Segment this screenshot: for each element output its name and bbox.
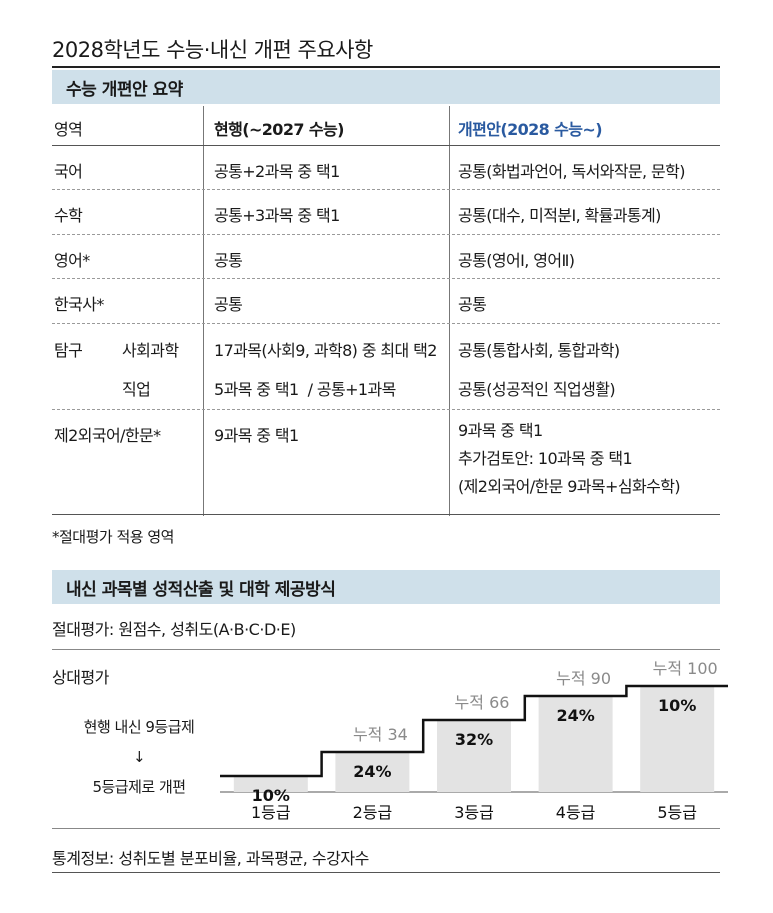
- value-label: 10%: [252, 786, 290, 805]
- table-row-korean-history: 한국사* 공통 공통: [52, 279, 720, 324]
- grade-conversion-note: 현행 내신 9등급제 ↓ 5등급제로 개편: [64, 712, 214, 802]
- table-row-inquiry-social: 탐구 사회과학 17과목(사회9, 과학8) 중 최대 택2 공통(통합사회, …: [52, 324, 720, 366]
- category-label: 5등급: [657, 803, 697, 822]
- cumulative-step-line: [220, 684, 728, 778]
- current-vocational: 5과목 중 택1 / 공통+1과목: [214, 380, 396, 399]
- table-row-english: 영어* 공통 공통(영어Ⅰ, 영어Ⅱ): [52, 235, 720, 279]
- bar-1: [233, 776, 308, 792]
- table-header-row: 영역 현행(~2027 수능) 개편안(2028 수능~): [52, 106, 720, 146]
- table-row-foreign-language: 제2외국어/한문* 9과목 중 택1 9과목 중 택1 추가검토안: 10과목 …: [52, 410, 720, 515]
- column-divider: [203, 106, 204, 516]
- header-reform: 개편안(2028 수능~): [458, 120, 603, 139]
- current-social-science: 17과목(사회9, 과학8) 중 최대 택2: [214, 341, 437, 360]
- current-english: 공통: [214, 251, 243, 270]
- reform-math: 공통(대수, 미적분Ⅰ, 확률과통계): [458, 206, 661, 225]
- reform-english: 공통(영어Ⅰ, 영어Ⅱ): [458, 251, 575, 270]
- conversion-to: 5등급제로 개편: [92, 778, 186, 796]
- bar-2: [335, 752, 410, 792]
- category-label: 3등급: [454, 803, 494, 822]
- area-inquiry: 탐구: [54, 341, 83, 360]
- divider: [52, 828, 720, 829]
- value-label: 24%: [556, 706, 594, 725]
- area-foreign-language: 제2외국어/한문*: [54, 426, 161, 445]
- section-heading-naesin: 내신 과목별 성적산출 및 대학 제공방식: [52, 570, 720, 604]
- page-title: 2028학년도 수능·내신 개편 주요사항: [52, 38, 373, 62]
- current-foreign-language: 9과목 중 택1: [214, 426, 299, 445]
- area-korean-history: 한국사*: [54, 295, 104, 314]
- current-korean-history: 공통: [214, 295, 243, 314]
- arrow-down-icon: ↓: [132, 748, 146, 766]
- value-label: 10%: [658, 696, 696, 715]
- cumulative-label: 누적 100: [653, 659, 718, 678]
- reform-korean: 공통(화법과언어, 독서와작문, 문학): [458, 162, 686, 181]
- cumulative-label: 누적 34: [353, 725, 408, 744]
- reform-vocational: 공통(성공적인 직업생활): [458, 380, 616, 399]
- area-social-science: 사회과학: [122, 341, 179, 360]
- absolute-evaluation: 절대평가: 원점수, 성취도(A·B·C·D·E): [52, 620, 296, 639]
- current-math: 공통+3과목 중 택1: [214, 206, 340, 225]
- category-label: 4등급: [556, 803, 596, 822]
- value-label: 32%: [455, 730, 493, 749]
- divider: [52, 649, 720, 650]
- header-current: 현행(~2027 수능): [214, 120, 344, 139]
- category-label: 1등급: [251, 803, 291, 822]
- current-korean: 공통+2과목 중 택1: [214, 162, 340, 181]
- suneung-table: 영역 현행(~2027 수능) 개편안(2028 수능~) 국어 공통+2과목 …: [52, 106, 720, 515]
- reform-foreign-line: 9과목 중 택1: [458, 421, 543, 440]
- area-math: 수학: [54, 206, 83, 225]
- footnote: *절대평가 적용 영역: [52, 528, 174, 546]
- column-divider: [449, 106, 450, 516]
- reform-korean-history: 공통: [458, 295, 487, 314]
- bottom-rule: [52, 872, 720, 873]
- area-english: 영어*: [54, 251, 90, 270]
- area-vocational: 직업: [122, 380, 151, 399]
- cumulative-label: 누적 90: [556, 669, 611, 688]
- table-row-inquiry-vocational: 직업 5과목 중 택1 / 공통+1과목 공통(성공적인 직업생활): [52, 366, 720, 410]
- relative-evaluation-label: 상대평가: [52, 668, 109, 687]
- header-area: 영역: [54, 120, 83, 139]
- reform-social-science: 공통(통합사회, 통합과학): [458, 341, 620, 360]
- area-korean: 국어: [54, 162, 83, 181]
- bar-3: [437, 720, 511, 792]
- reform-foreign-line: 추가검토안: 10과목 중 택1: [458, 449, 633, 468]
- value-label: 24%: [353, 762, 391, 781]
- section-heading-suneung: 수능 개편안 요약: [52, 70, 720, 104]
- bar-4: [538, 696, 613, 792]
- reform-foreign-line: (제2외국어/한문 9과목+심화수학): [458, 477, 681, 496]
- reform-foreign-language: 9과목 중 택1 추가검토안: 10과목 중 택1 (제2외국어/한문 9과목+…: [458, 417, 681, 501]
- bar-5: [640, 686, 715, 792]
- conversion-from: 현행 내신 9등급제: [83, 718, 195, 736]
- statistics-info: 통계정보: 성취도별 분포비율, 과목평균, 수강자수: [52, 849, 369, 868]
- category-label: 2등급: [353, 803, 393, 822]
- table-row-korean: 국어 공통+2과목 중 택1 공통(화법과언어, 독서와작문, 문학): [52, 146, 720, 190]
- cumulative-label: 누적 66: [455, 693, 510, 712]
- title-rule: [52, 66, 720, 68]
- table-row-math: 수학 공통+3과목 중 택1 공통(대수, 미적분Ⅰ, 확률과통계): [52, 190, 720, 235]
